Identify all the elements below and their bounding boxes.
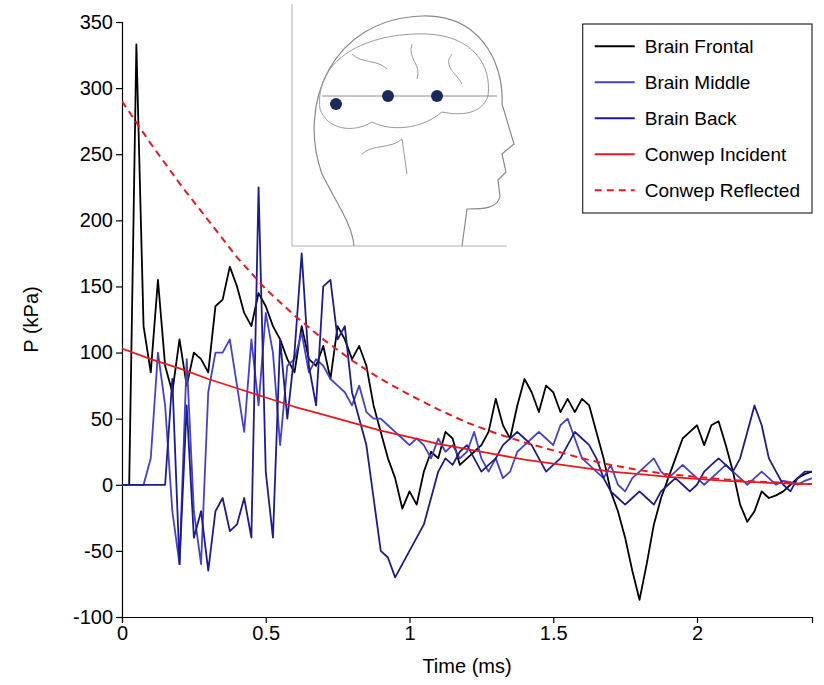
series-line (122, 313, 812, 564)
y-axis-tick: 300 (80, 77, 122, 99)
legend: Brain Frontal Brain Middle Brain Back Conwe… (583, 24, 812, 213)
sensor-dot (382, 90, 394, 102)
legend-label: Conwep Incident (645, 144, 787, 165)
y-axis-tick: 100 (80, 341, 122, 363)
legend-swatch (595, 153, 635, 155)
legend-swatch (595, 189, 635, 191)
legend-label: Brain Back (645, 108, 737, 129)
x-axis-tick: 2 (692, 617, 703, 644)
y-axis-tick: 50 (91, 408, 122, 430)
y-axis-tick-label: 250 (80, 143, 113, 165)
y-axis-tick-mark (116, 485, 122, 486)
y-axis-tick-mark (116, 551, 122, 552)
series-line (122, 187, 812, 577)
legend-swatch (595, 117, 635, 119)
legend-item: Brain Back (595, 108, 737, 129)
legend-item: Conwep Reflected (595, 180, 800, 201)
y-axis-tick: -50 (84, 540, 122, 562)
sensor-dot (431, 90, 443, 102)
sensor-dot (330, 98, 342, 110)
y-axis-tick: 200 (80, 209, 122, 231)
series-line (122, 101, 812, 484)
legend-label: Brain Middle (645, 72, 751, 93)
y-axis-tick: 350 (80, 11, 122, 33)
y-axis-tick: -100 (73, 606, 122, 628)
x-axis-tick-label: 0.5 (252, 622, 280, 644)
y-axis-tick-mark (116, 617, 122, 618)
x-axis-tick: 1.5 (540, 617, 568, 644)
y-axis-tick-mark (116, 220, 122, 221)
y-axis: -100 -50 0 50 100 150 200 250 300 350 (73, 11, 123, 628)
x-axis-tick-label: 1.5 (540, 622, 568, 644)
y-axis-tick: 0 (102, 474, 122, 496)
legend-swatch (595, 81, 635, 83)
inset-frame (292, 4, 507, 246)
y-axis-tick-label: 300 (80, 77, 113, 99)
y-axis-title: P (kPa) (20, 286, 42, 352)
y-axis-tick-label: 200 (80, 209, 113, 231)
series-line (122, 349, 812, 485)
y-axis-tick-mark (116, 419, 122, 420)
y-axis-tick-label: -50 (84, 540, 113, 562)
head-outline (314, 16, 514, 246)
y-axis-tick-mark (116, 352, 122, 353)
legend-label: Conwep Reflected (645, 180, 800, 201)
legend-item: Brain Frontal (595, 36, 754, 57)
series-line (122, 44, 812, 599)
x-axis-line (123, 618, 813, 624)
y-axis-tick: 150 (80, 275, 122, 297)
plot-area (122, 44, 812, 599)
legend-item: Conwep Incident (595, 144, 787, 165)
y-axis-tick-label: 100 (80, 341, 113, 363)
x-axis-tick: 0 (117, 617, 128, 644)
legend-item: Brain Middle (595, 72, 751, 93)
chart: 0 0.5 1 1.5 2 -100 -50 0 50 100 150 200 250 300 350 Tim… (0, 0, 824, 685)
y-axis-tick-mark (116, 88, 122, 89)
y-axis-tick: 250 (80, 143, 122, 165)
y-axis-tick-label: -100 (73, 606, 113, 628)
legend-label: Brain Frontal (645, 36, 754, 57)
x-axis-tick: 0.5 (252, 617, 280, 644)
x-axis-title: Time (ms) (422, 655, 511, 677)
x-axis-tick-label: 2 (692, 622, 703, 644)
y-axis-tick-mark (116, 22, 122, 23)
y-axis-tick-label: 150 (80, 275, 113, 297)
y-axis-tick-label: 0 (102, 474, 113, 496)
y-axis-tick-mark (116, 154, 122, 155)
x-axis-tick: 1 (404, 617, 415, 644)
x-axis-tick-label: 1 (404, 622, 415, 644)
x-axis: 0 0.5 1 1.5 2 (117, 617, 813, 644)
y-axis-tick-label: 50 (91, 408, 113, 430)
x-axis-tick-label: 0 (117, 622, 128, 644)
legend-box (583, 24, 812, 213)
y-axis-line (116, 23, 123, 618)
y-axis-tick-mark (116, 286, 122, 287)
section-line (322, 96, 497, 97)
legend-swatch (595, 45, 635, 47)
head-inset (292, 4, 514, 246)
y-axis-tick-label: 350 (80, 11, 113, 33)
brain-outline (320, 34, 489, 174)
